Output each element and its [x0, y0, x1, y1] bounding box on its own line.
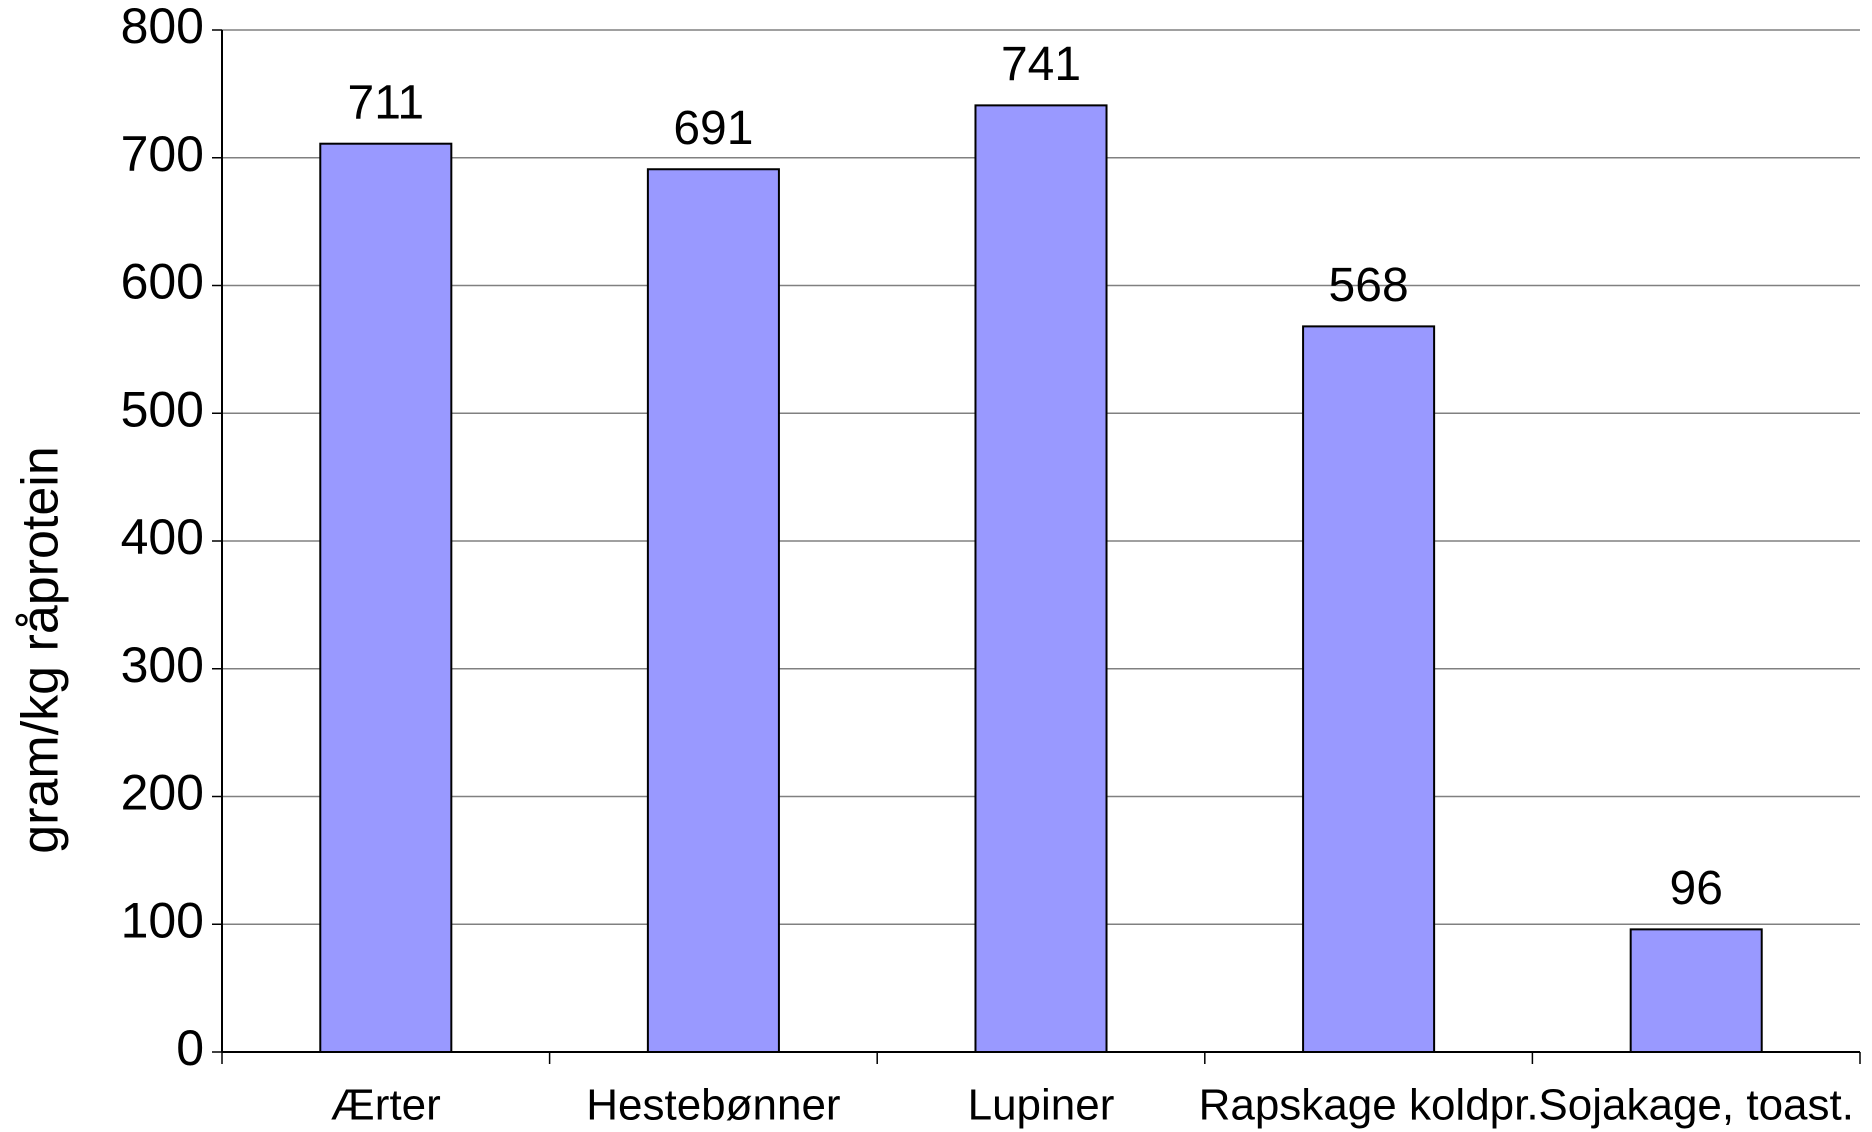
x-tick-label: Sojakage, toast.	[1538, 1081, 1854, 1130]
bar	[646, 168, 780, 1053]
x-tick-label: Ærter	[331, 1081, 441, 1130]
bar	[974, 104, 1108, 1053]
y-tick-label: 0	[176, 1020, 204, 1076]
bar	[1302, 325, 1436, 1053]
y-tick-label: 700	[121, 126, 204, 182]
y-tick-label: 100	[121, 892, 204, 948]
y-tick-label: 300	[121, 637, 204, 693]
x-tick-label: Lupiner	[968, 1081, 1115, 1130]
y-tick-label: 600	[121, 254, 204, 310]
y-tick-label: 500	[121, 381, 204, 437]
data-label: 711	[348, 76, 425, 129]
data-label: 568	[1329, 259, 1409, 312]
data-label: 96	[1670, 862, 1723, 915]
data-label: 741	[1001, 38, 1081, 91]
data-label: 691	[673, 102, 753, 155]
y-axis-label: gram/kg råprotein	[12, 446, 70, 854]
y-tick-label: 400	[121, 509, 204, 565]
x-tick-label: Hestebønner	[586, 1081, 840, 1130]
x-tick-label: Rapskage koldpr.	[1199, 1081, 1539, 1130]
y-tick-label: 800	[121, 0, 204, 54]
bar	[319, 142, 453, 1053]
bar	[1629, 928, 1763, 1053]
y-tick-label: 200	[121, 765, 204, 821]
